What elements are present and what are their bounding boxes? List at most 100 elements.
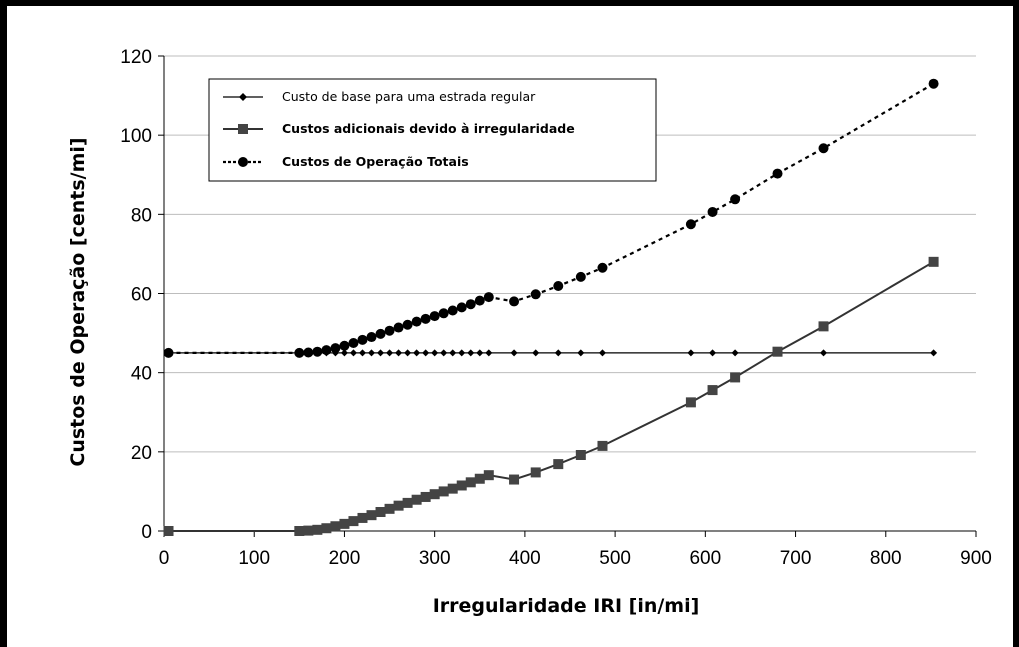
data-point-circle	[321, 345, 332, 356]
x-tick-label: 900	[960, 548, 992, 569]
legend-circle-marker	[238, 157, 248, 167]
data-point-circle	[597, 262, 608, 273]
data-point-circle	[294, 347, 305, 358]
data-point-square	[420, 491, 431, 502]
x-tick-label: 700	[780, 548, 812, 569]
data-point-square	[465, 477, 476, 488]
data-point-square	[530, 467, 541, 478]
data-point-square	[163, 526, 174, 536]
data-point-diamond	[510, 349, 518, 357]
data-point-diamond	[687, 349, 695, 357]
y-tick-label: 40	[131, 364, 152, 385]
legend-item-base-cost: Custo de base para uma estrada regular	[223, 89, 536, 104]
data-point-circle	[928, 78, 939, 89]
data-point-square	[312, 524, 323, 535]
x-tick-label: 100	[238, 548, 270, 569]
data-point-diamond	[485, 349, 493, 357]
data-point-square	[456, 480, 467, 491]
data-point-diamond	[554, 349, 562, 357]
data-point-diamond	[449, 349, 457, 357]
data-point-square	[429, 489, 440, 500]
data-point-circle	[447, 305, 458, 316]
data-point-square	[303, 525, 314, 536]
data-point-circle	[312, 346, 323, 357]
series-2	[163, 78, 939, 358]
data-point-square	[447, 483, 458, 494]
data-point-diamond	[930, 349, 938, 357]
data-point-diamond	[404, 349, 412, 357]
data-point-circle	[707, 206, 718, 217]
data-point-circle	[772, 168, 783, 179]
axes: 0 20 40 60 80 100 120 0 100 200 300 400 500 600 700 800…	[120, 47, 992, 569]
data-point-circle	[575, 271, 586, 282]
data-point-diamond	[532, 349, 540, 357]
legend-diamond-marker	[239, 93, 247, 101]
x-tick-label: 600	[689, 548, 721, 569]
data-point-diamond	[598, 349, 606, 357]
data-point-square	[330, 521, 341, 532]
legend-square-marker	[238, 124, 248, 134]
data-point-diamond	[349, 349, 357, 357]
data-point-circle	[465, 299, 476, 310]
data-point-square	[375, 507, 386, 517]
data-point-square	[402, 497, 413, 508]
data-point-diamond	[413, 349, 421, 357]
data-point-square	[294, 526, 305, 536]
data-point-diamond	[731, 349, 739, 357]
y-tick-label: 0	[141, 522, 152, 543]
y-tick-label: 20	[131, 443, 152, 464]
data-point-diamond	[440, 349, 448, 357]
data-point-square	[730, 372, 741, 383]
data-point-square	[818, 321, 829, 332]
data-point-circle	[509, 296, 520, 307]
data-point-square	[384, 503, 395, 514]
data-point-circle	[357, 334, 368, 345]
data-point-square	[339, 518, 350, 529]
data-point-diamond	[340, 349, 348, 357]
data-point-diamond	[386, 349, 394, 357]
x-tick-label: 400	[509, 548, 541, 569]
legend-item-total-cost: Custos de Operação Totais	[223, 154, 469, 169]
data-point-diamond	[377, 349, 385, 357]
data-point-circle	[818, 143, 829, 154]
data-point-diamond	[422, 349, 430, 357]
legend-label-additional-cost: Custos adicionais devido à irregularidad…	[282, 121, 575, 136]
data-point-square	[553, 459, 564, 470]
y-tick-label: 60	[131, 285, 152, 306]
y-tick-label: 120	[120, 47, 152, 68]
data-point-circle	[730, 194, 741, 205]
series-line	[168, 260, 935, 532]
data-point-diamond	[395, 349, 403, 357]
data-point-circle	[393, 322, 404, 333]
y-axis-title: Custos de Operação [cents/mi]	[67, 137, 89, 466]
data-point-circle	[375, 328, 386, 339]
data-point-circle	[553, 280, 564, 291]
legend-item-additional-cost: Custos adicionais devido à irregularidad…	[223, 121, 575, 136]
data-point-circle	[456, 302, 467, 313]
data-point-circle	[348, 337, 359, 348]
x-tick-label: 200	[329, 548, 361, 569]
data-point-square	[772, 346, 783, 357]
data-point-square	[366, 510, 377, 521]
data-point-circle	[384, 325, 395, 336]
data-point-circle	[685, 219, 696, 230]
data-point-square	[707, 385, 718, 396]
data-point-diamond	[577, 349, 585, 357]
data-point-square	[348, 516, 359, 527]
data-point-circle	[339, 340, 350, 351]
data-point-circle	[530, 289, 541, 300]
data-point-circle	[474, 295, 485, 306]
data-point-diamond	[709, 349, 717, 357]
x-tick-label: 300	[419, 548, 451, 569]
data-point-square	[597, 440, 608, 451]
data-point-circle	[402, 319, 413, 330]
x-tick-label: 0	[159, 548, 170, 569]
data-point-square	[509, 474, 520, 485]
data-point-circle	[429, 311, 440, 322]
series-layer	[163, 78, 939, 536]
data-point-circle	[366, 332, 377, 343]
legend-label-total-cost: Custos de Operação Totais	[282, 154, 469, 169]
data-point-circle	[303, 347, 314, 358]
